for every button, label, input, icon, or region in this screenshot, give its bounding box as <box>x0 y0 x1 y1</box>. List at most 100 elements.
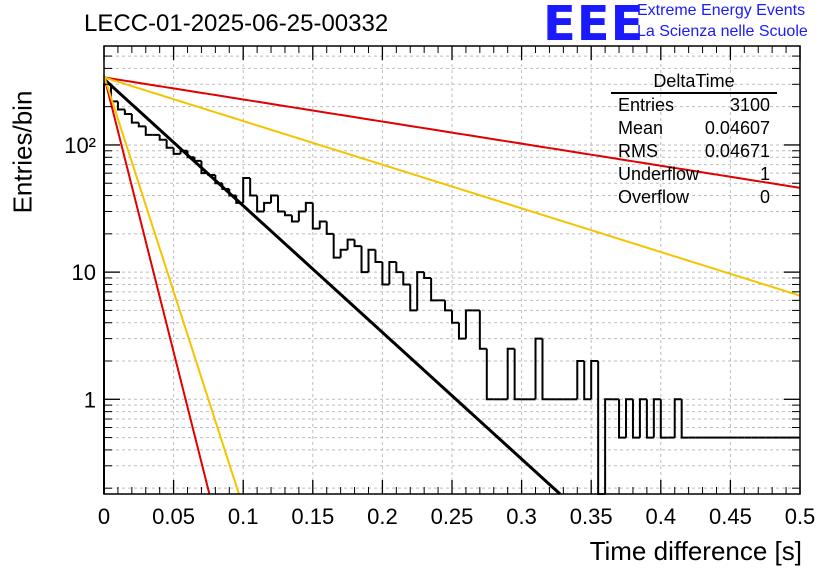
stats-row-entries: Entries 3100 <box>611 94 777 117</box>
histogram-bin <box>290 215 299 223</box>
histogram-bin <box>256 195 265 213</box>
histogram-bin <box>423 272 432 279</box>
histogram-bin <box>116 101 125 111</box>
histogram-bin <box>311 202 320 230</box>
histogram-bin <box>402 272 411 286</box>
histogram-bin <box>652 398 661 438</box>
fit-curve-3 <box>103 75 211 495</box>
histogram-bin <box>283 211 292 217</box>
logo-line-1: Extreme Energy Events <box>637 2 806 19</box>
x-axis-label: Time difference [s] <box>589 536 802 566</box>
stats-row-overflow: Overflow 0 <box>611 186 777 209</box>
histogram-bin <box>123 109 132 116</box>
fit-curve-2 <box>103 76 801 297</box>
histogram-bin <box>374 249 383 264</box>
fit-curve-1 <box>103 76 801 189</box>
histogram-bin <box>513 348 522 401</box>
histogram-bin <box>103 83 111 494</box>
fit-curve-4 <box>103 75 240 495</box>
histogram-bin <box>172 147 181 155</box>
histogram-bin <box>179 149 188 154</box>
x-tick-label: 0.4 <box>646 504 677 529</box>
histogram-bin <box>144 126 153 136</box>
plot-title: LECC-01-2025-06-25-00332 <box>84 10 389 37</box>
histogram-bin <box>673 398 682 438</box>
histogram-bin <box>263 201 272 212</box>
stats-value: 0.04671 <box>704 141 770 161</box>
histogram-bin <box>659 399 668 439</box>
stats-box: DeltaTime Entries 3100 Mean 0.04607 RMS 0.0… <box>611 70 777 209</box>
stats-key: Mean <box>618 118 664 138</box>
histogram-bin <box>270 194 278 203</box>
histogram-bin <box>680 399 689 439</box>
stats-value: 3100 <box>729 95 770 115</box>
histogram-bin <box>534 337 543 400</box>
histogram-bin <box>242 176 251 203</box>
x-tick-label: 0.05 <box>152 504 195 529</box>
histogram-bin <box>638 398 647 438</box>
histogram-bin <box>381 262 390 286</box>
stats-key: Overflow <box>618 187 690 207</box>
x-tick-label: 0.45 <box>709 504 752 529</box>
histogram-bin <box>604 398 613 494</box>
histogram-bin <box>158 134 167 141</box>
stats-key: Entries <box>618 95 675 115</box>
histogram-bin <box>457 322 466 340</box>
histogram-bin <box>541 338 550 401</box>
histogram-bin <box>318 220 327 229</box>
histogram-bin <box>249 177 258 197</box>
fit-curves-layer <box>102 75 801 496</box>
histogram-bin <box>332 233 341 259</box>
y-tick-label: 1 <box>84 387 96 412</box>
histogram-bin <box>137 122 146 128</box>
histogram-bin <box>430 277 439 302</box>
histogram-bin <box>388 261 397 285</box>
stats-value: 0.04607 <box>704 118 770 138</box>
y-tick-label: 10² <box>64 133 96 158</box>
histogram-bin <box>478 310 487 350</box>
histogram-bin <box>444 300 452 312</box>
x-tick-label: 0.3 <box>506 504 537 529</box>
x-tick-label: 0.5 <box>785 504 816 529</box>
histogram-bin <box>353 239 362 248</box>
histogram-bin <box>165 139 174 149</box>
histogram-bin <box>583 361 592 401</box>
histogram-bin <box>464 309 473 339</box>
histogram-bin <box>416 271 425 311</box>
axes-layer: 0 0.05 0.1 0.15 0.2 0.25 0.3 0.35 0.4 0.45 0.51101… <box>64 45 816 529</box>
stats-title: DeltaTime <box>611 70 777 94</box>
histogram-bin <box>631 399 640 439</box>
histogram-bin <box>451 310 459 324</box>
histogram-bin <box>130 114 139 124</box>
logo-line-2: La Scienza nelle Scuole <box>637 23 808 40</box>
histogram-bin <box>346 238 355 250</box>
x-tick-label: 0 <box>98 504 110 529</box>
histogram-bin <box>277 195 285 213</box>
histogram-bin <box>645 399 654 439</box>
histogram-bin <box>618 399 626 439</box>
y-axis-label-box: Entries/bin <box>8 91 38 214</box>
histogram-bin <box>409 284 418 312</box>
histogram-bin <box>367 248 376 273</box>
stats-key: Underflow <box>618 164 700 184</box>
stats-value: 0 <box>759 187 770 207</box>
histogram-bin <box>485 348 494 401</box>
x-tick-label: 0.1 <box>228 504 259 529</box>
histogram-bin <box>304 201 313 212</box>
stats-row-mean: Mean 0.04607 <box>611 117 777 140</box>
fit-curve-0 <box>102 77 562 496</box>
histogram-bin <box>395 262 404 274</box>
histogram-bin <box>297 210 306 222</box>
x-tick-label: 0.35 <box>570 504 613 529</box>
stats-value: 1 <box>759 164 770 184</box>
x-tick-label: 0.25 <box>431 504 474 529</box>
y-axis-label: Entries/bin <box>7 90 38 214</box>
stats-key: RMS <box>618 141 658 161</box>
histogram-bin <box>360 246 369 274</box>
x-tick-label: 0.15 <box>291 504 334 529</box>
eee-logo: EEE <box>543 0 645 52</box>
histogram-bin <box>625 398 633 438</box>
stats-row-rms: RMS 0.04671 <box>611 140 777 163</box>
